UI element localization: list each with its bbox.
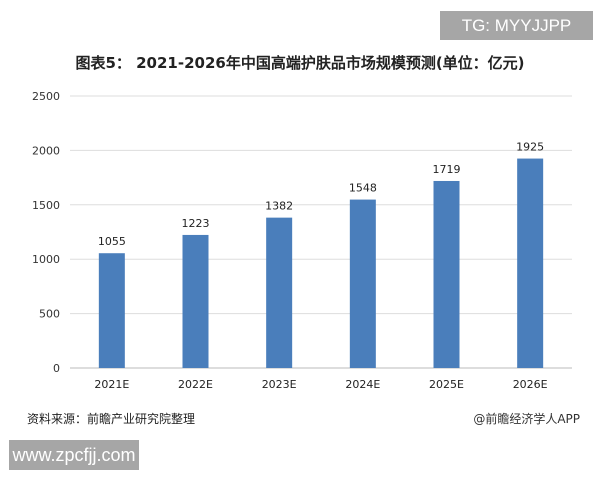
y-tick-label: 0: [53, 362, 60, 375]
source-note: 资料来源：前瞻产业研究院整理: [27, 412, 196, 426]
bar: [349, 199, 376, 368]
data-label: 1925: [516, 141, 544, 154]
y-tick-label: 2500: [32, 90, 60, 103]
bar-chart: 0 500 1000 1500 2000 2500 1055 2021E 1223 2022E 13…: [32, 90, 572, 391]
y-tick-label: 1000: [32, 253, 60, 266]
data-label: 1055: [98, 235, 126, 248]
x-tick-label: 2024E: [345, 378, 380, 391]
bar: [182, 234, 209, 368]
data-label: 1382: [265, 200, 293, 213]
site-watermark: www.zpcfjj.com: [9, 440, 139, 470]
x-tick-label: 2021E: [94, 378, 129, 391]
data-label: 1223: [182, 217, 210, 230]
y-tick-label: 500: [39, 308, 60, 321]
tg-watermark: TG: MYYJJPP: [440, 11, 593, 40]
x-tick-label: 2022E: [178, 378, 213, 391]
x-tick-label: 2026E: [513, 378, 548, 391]
y-tick-label: 2000: [32, 144, 60, 157]
bar: [517, 158, 544, 368]
data-label: 1719: [433, 163, 461, 176]
chart-title: 图表5： 2021-2026年中国高端护肤品市场规模预测(单位：亿元): [75, 54, 525, 72]
bar: [98, 253, 125, 368]
bar: [266, 217, 293, 368]
y-tick-label: 1500: [32, 199, 60, 212]
data-label: 1548: [349, 182, 377, 195]
brand-credit: @前瞻经济学人APP: [473, 412, 580, 426]
x-tick-label: 2025E: [429, 378, 464, 391]
bar: [433, 180, 460, 368]
x-tick-label: 2023E: [262, 378, 297, 391]
